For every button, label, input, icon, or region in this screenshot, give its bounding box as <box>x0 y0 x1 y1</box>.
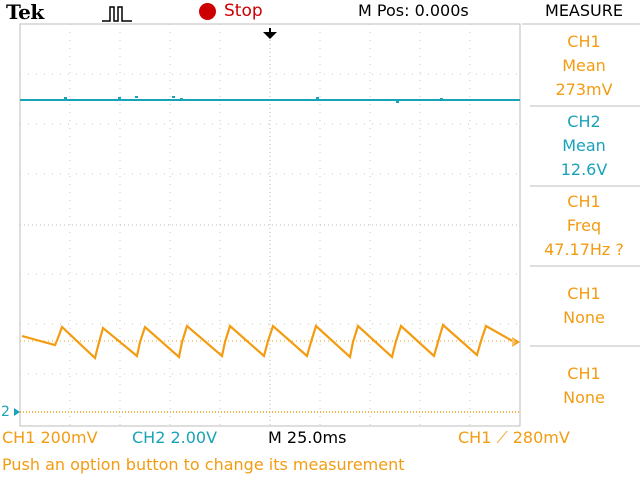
ch2-ground-arrow <box>14 408 20 416</box>
timebase-readout: M 25.0ms <box>268 428 347 447</box>
measure-channel: CH1 <box>567 364 601 383</box>
measure-slot-4[interactable]: CH1 None <box>528 282 640 330</box>
ch2-scale-readout: CH2 2.00V <box>132 428 218 447</box>
measure-slot-5[interactable]: CH1 None <box>528 362 640 410</box>
measure-type: Mean <box>562 136 606 155</box>
measure-channel: CH2 <box>567 112 601 131</box>
measure-slot-2[interactable]: CH2 Mean 12.6V <box>528 110 640 182</box>
brand-logo: Tek <box>6 0 44 24</box>
ch1-scale-readout: CH1 200mV <box>2 428 98 447</box>
measure-value: 47.17Hz ? <box>544 240 624 259</box>
ch2-trace <box>20 96 520 103</box>
measure-type: None <box>563 308 605 327</box>
measure-value: 273mV <box>555 80 613 99</box>
menu-title: MEASURE <box>545 1 623 20</box>
trigger-position-marker <box>263 28 277 39</box>
measure-type: None <box>563 388 605 407</box>
status-bar: CH1 200mV CH2 2.00V M 25.0ms CH1 ⟋ 280mV <box>0 428 640 450</box>
trigger-pulse-icon <box>102 6 132 22</box>
measure-panel-separators <box>522 23 640 347</box>
measure-slot-1[interactable]: CH1 Mean 273mV <box>528 30 640 102</box>
measure-channel: CH1 <box>567 284 601 303</box>
help-message: Push an option button to change its meas… <box>2 455 405 474</box>
header-bar: Tek Stop M Pos: 0.000s MEASURE <box>0 0 640 24</box>
ch1-trace <box>21 323 517 361</box>
measure-slot-3[interactable]: CH1 Freq 47.17Hz ? <box>528 190 640 262</box>
ch2-ground-marker-label: 2 <box>1 404 10 420</box>
trigger-readout: CH1 ⟋ 280mV <box>458 428 570 447</box>
stop-indicator-icon <box>199 3 216 20</box>
graticule-center-axes <box>20 24 520 426</box>
run-state-label: Stop <box>224 1 263 21</box>
trigger-level-arrow <box>512 337 520 347</box>
measure-channel: CH1 <box>567 32 601 51</box>
measure-value: 12.6V <box>560 160 608 179</box>
horizontal-position-readout: M Pos: 0.000s <box>358 1 469 20</box>
measure-type: Freq <box>566 216 602 235</box>
measure-type: Mean <box>562 56 606 75</box>
measure-channel: CH1 <box>567 192 601 211</box>
